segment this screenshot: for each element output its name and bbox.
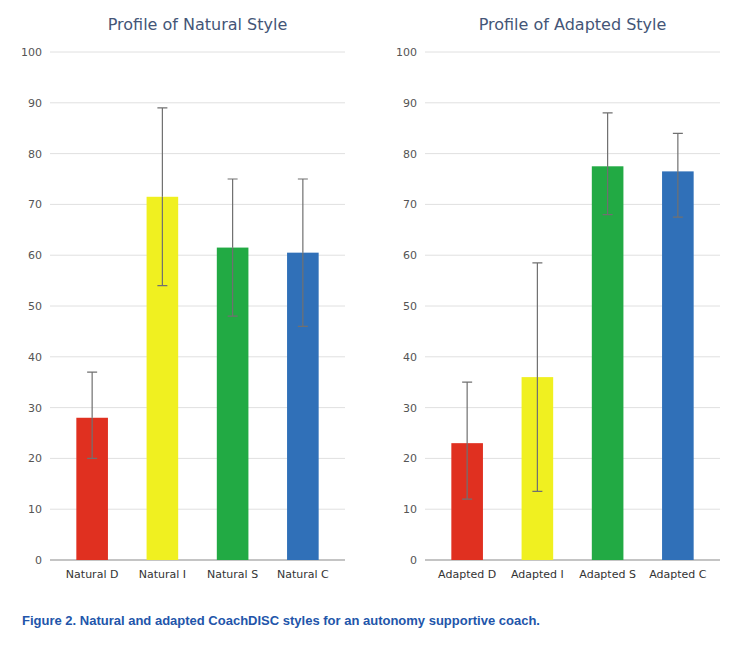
y-tick-label: 80 — [28, 148, 42, 161]
y-tick-label: 20 — [28, 452, 42, 465]
y-tick-label: 60 — [403, 249, 417, 262]
error-bar-upper — [87, 372, 97, 418]
y-tick-label: 90 — [403, 97, 417, 110]
error-bar-upper — [157, 108, 167, 197]
error-bar-upper — [673, 133, 683, 171]
error-bar-upper — [532, 263, 542, 377]
y-tick-label: 10 — [28, 503, 42, 516]
x-tick-label: Adapted I — [511, 568, 564, 581]
bar — [147, 197, 179, 560]
y-tick-label: 100 — [21, 46, 42, 59]
error-bar-lower — [228, 248, 238, 317]
error-bar-lower — [532, 377, 542, 491]
figure: Profile of Natural Style 0 10 20 30 40 50 60 70 8… — [0, 0, 748, 650]
x-tick-label: Natural D — [66, 568, 119, 581]
x-tick-label: Natural C — [277, 568, 329, 581]
error-bar-lower — [603, 166, 613, 214]
grid-line — [425, 153, 720, 154]
error-bar-upper — [462, 382, 472, 443]
x-tick-label: Adapted C — [649, 568, 707, 581]
y-tick-label: 70 — [403, 198, 417, 211]
grid-line — [50, 52, 345, 53]
x-tick-label: Adapted D — [438, 568, 496, 581]
y-tick-label: 0 — [410, 554, 417, 567]
y-tick-label: 40 — [28, 351, 42, 364]
bar — [592, 166, 624, 560]
y-tick-label: 80 — [403, 148, 417, 161]
error-bar-upper — [298, 179, 308, 253]
grid-line — [425, 102, 720, 103]
grid-line — [425, 52, 720, 53]
y-tick-label: 90 — [28, 97, 42, 110]
y-tick-label: 50 — [403, 300, 417, 313]
panel: Profile of Natural Style 0 10 20 30 40 50 60 70 8… — [21, 15, 345, 581]
error-bar-upper — [228, 179, 238, 248]
bar — [217, 248, 249, 560]
grid-line — [50, 204, 345, 205]
bar — [522, 377, 554, 560]
bar — [662, 171, 694, 560]
x-tick-label: Adapted S — [579, 568, 636, 581]
bar — [287, 253, 319, 560]
chart-title: Profile of Adapted Style — [479, 15, 667, 34]
y-tick-label: 0 — [35, 554, 42, 567]
error-bar-lower — [157, 197, 167, 286]
y-tick-label: 70 — [28, 198, 42, 211]
background — [0, 0, 748, 650]
error-bar-lower — [87, 418, 97, 459]
caption: Figure 2. Natural and adapted CoachDISC … — [22, 613, 540, 628]
marks — [76, 108, 318, 560]
x-tick-label: Natural I — [139, 568, 186, 581]
x-tick-label: Natural S — [207, 568, 258, 581]
y-tick-label: 40 — [403, 351, 417, 364]
error-bar-lower — [673, 171, 683, 217]
y-tick-label: 60 — [28, 249, 42, 262]
chart-title: Profile of Natural Style — [108, 15, 288, 34]
error-bar-lower — [462, 443, 472, 499]
y-tick-label: 50 — [28, 300, 42, 313]
y-tick-label: 30 — [28, 402, 42, 415]
bar — [451, 443, 483, 560]
y-tick-label: 20 — [403, 452, 417, 465]
error-bar-lower — [298, 253, 308, 327]
y-tick-label: 10 — [403, 503, 417, 516]
panel: Profile of Adapted Style 0 10 20 30 40 50 60 70 8… — [396, 15, 720, 581]
grid-line — [50, 102, 345, 103]
error-bar-upper — [603, 113, 613, 166]
y-tick-label: 30 — [403, 402, 417, 415]
grid-line — [50, 153, 345, 154]
marks — [451, 113, 693, 560]
bar — [76, 418, 108, 560]
y-tick-label: 100 — [396, 46, 417, 59]
